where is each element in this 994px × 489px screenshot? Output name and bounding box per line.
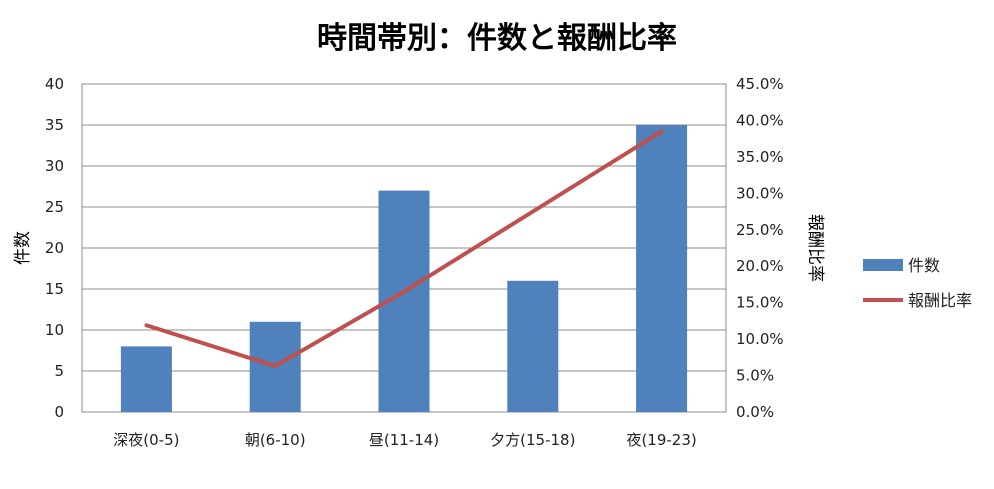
y2-tick-label: 45.0% — [736, 75, 784, 93]
right-axis-label: 報酬比率 — [805, 214, 825, 282]
y2-tick-label: 20.0% — [736, 257, 784, 275]
bar — [120, 346, 172, 412]
legend-bar-swatch — [863, 259, 903, 271]
line-point — [273, 364, 277, 368]
left-axis-label: 件数 — [13, 231, 33, 265]
bar — [636, 125, 688, 412]
chart-legend: 件数 報酬比率 — [863, 256, 972, 310]
legend-bar-label: 件数 — [908, 256, 940, 275]
y-tick-label: 5 — [54, 362, 64, 380]
category-axis-ticks: 深夜(0-5) 朝(6-10) 昼(11-14) 夕方(15-18) 夜(19-23) — [113, 431, 696, 449]
y2-tick-label: 40.0% — [736, 111, 784, 129]
line-point — [402, 290, 406, 294]
y-tick-label: 15 — [45, 280, 64, 298]
x-tick-label: 夕方(15-18) — [490, 431, 575, 449]
line-point — [660, 129, 664, 133]
y2-tick-label: 30.0% — [736, 184, 784, 202]
y2-tick-label: 10.0% — [736, 330, 784, 348]
x-tick-label: 朝(6-10) — [245, 431, 306, 449]
y2-tick-label: 15.0% — [736, 294, 784, 312]
x-tick-label: 昼(11-14) — [369, 431, 439, 449]
legend-line-label: 報酬比率 — [908, 291, 972, 310]
chart-title: 時間帯別：件数と報酬比率 — [317, 21, 677, 56]
line-point — [531, 210, 535, 214]
y2-tick-label: 25.0% — [736, 221, 784, 239]
y2-tick-label: 35.0% — [736, 148, 784, 166]
bar — [507, 280, 559, 412]
y-tick-label: 20 — [45, 239, 64, 257]
left-axis-ticks: 0 5 10 15 20 25 30 35 40 — [45, 75, 64, 421]
x-tick-label: 深夜(0-5) — [113, 431, 179, 449]
y-tick-label: 25 — [45, 198, 64, 216]
x-tick-label: 夜(19-23) — [626, 431, 696, 449]
y2-tick-label: 5.0% — [736, 367, 774, 385]
y-tick-label: 40 — [45, 75, 64, 93]
bar-series — [120, 125, 688, 412]
y-tick-label: 10 — [45, 321, 64, 339]
y-tick-label: 0 — [54, 403, 64, 421]
right-axis-ticks: 0.0% 5.0% 10.0% 15.0% 20.0% 25.0% 30.0% 35.0% 40… — [736, 75, 784, 421]
line-series — [144, 129, 664, 369]
line-point — [144, 323, 148, 327]
y2-tick-label: 0.0% — [736, 403, 774, 421]
y-tick-label: 30 — [45, 157, 64, 175]
y-tick-label: 35 — [45, 116, 64, 134]
